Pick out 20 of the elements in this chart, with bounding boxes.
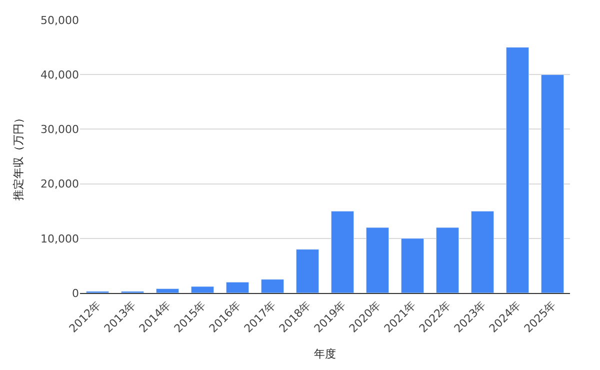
bar	[366, 227, 390, 293]
y-tick-label: 50,000	[40, 14, 79, 27]
bar	[226, 282, 250, 293]
bar	[470, 210, 494, 293]
bar	[156, 288, 180, 293]
bar	[436, 227, 460, 293]
y-axis-title: 推定年収（万円）	[12, 112, 26, 200]
y-tick-label: 0	[72, 286, 79, 300]
bar	[296, 249, 320, 293]
y-tick-label: 20,000	[40, 178, 79, 191]
y-tick-label: 30,000	[40, 123, 79, 136]
x-axis-title: 年度	[314, 347, 336, 360]
y-tick-label: 10,000	[40, 232, 79, 246]
bar	[540, 74, 564, 293]
bar	[506, 47, 530, 293]
y-tick-label: 40,000	[40, 68, 79, 82]
bar	[400, 238, 424, 293]
bar	[190, 286, 214, 293]
bar	[260, 279, 284, 293]
bar	[330, 210, 354, 293]
